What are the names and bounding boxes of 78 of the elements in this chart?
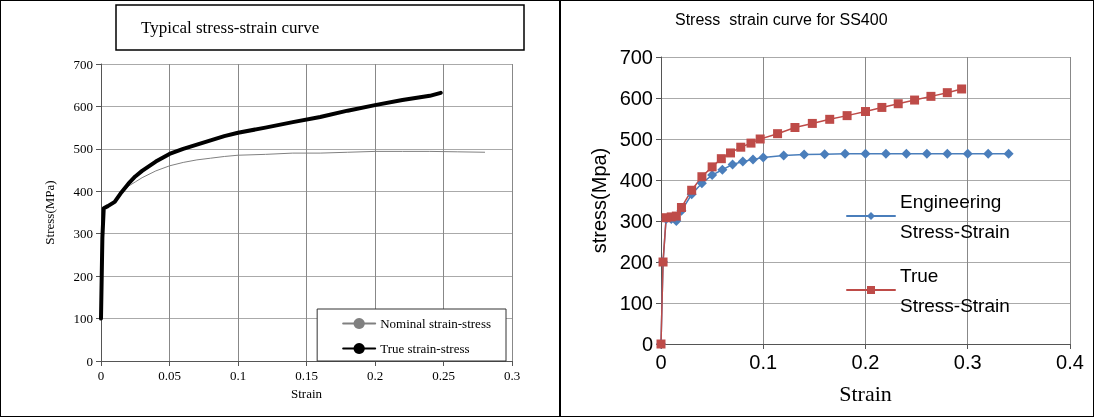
legend-label: True Stress-Strain bbox=[900, 264, 1010, 316]
chart-title: Stress strain curve for SS400 bbox=[675, 10, 888, 28]
point bbox=[697, 172, 707, 182]
point bbox=[707, 162, 717, 172]
point bbox=[860, 148, 871, 159]
y-tick-label: 700 bbox=[619, 46, 653, 68]
point bbox=[758, 152, 769, 163]
point bbox=[825, 114, 835, 124]
point bbox=[748, 154, 759, 165]
point bbox=[726, 148, 736, 158]
point bbox=[716, 154, 726, 164]
point bbox=[861, 107, 870, 117]
x-tick-label: 0.3 bbox=[953, 351, 982, 373]
point bbox=[921, 148, 932, 159]
point bbox=[717, 164, 728, 175]
x-tick-label: 0.3 bbox=[503, 368, 521, 383]
x-axis-title: Strain bbox=[290, 385, 323, 401]
point bbox=[942, 88, 952, 98]
point bbox=[737, 156, 748, 167]
point bbox=[877, 102, 887, 112]
y-tick-label: 400 bbox=[619, 169, 653, 191]
y-tick-label: 400 bbox=[73, 183, 93, 199]
y-tick-label: 100 bbox=[73, 311, 93, 327]
chart-title: Typical stress-strain curve bbox=[141, 18, 320, 37]
line-series bbox=[99, 90, 443, 321]
point bbox=[746, 138, 756, 148]
point bbox=[778, 150, 789, 161]
x-tick-label: 0.25 bbox=[432, 368, 455, 383]
y-tick-label: 600 bbox=[619, 87, 653, 109]
point bbox=[983, 148, 994, 159]
point bbox=[755, 134, 765, 144]
point bbox=[707, 170, 718, 181]
point bbox=[880, 148, 891, 159]
point bbox=[671, 211, 681, 221]
point bbox=[942, 148, 953, 159]
y-tick-label: 0 bbox=[641, 333, 653, 355]
y-tick-label: 500 bbox=[73, 141, 93, 157]
y-axis-title: Stress(MPa) bbox=[42, 180, 57, 245]
point bbox=[893, 99, 903, 109]
point bbox=[957, 84, 967, 94]
point bbox=[926, 91, 936, 101]
point bbox=[819, 149, 830, 160]
point bbox=[901, 148, 912, 159]
legend-label: Engineering Stress-Strain bbox=[900, 190, 1010, 242]
point bbox=[807, 118, 817, 128]
x-tick-label: 0 bbox=[97, 368, 105, 383]
point bbox=[676, 202, 686, 212]
x-tick-label: 0.2 bbox=[366, 368, 384, 383]
x-tick-label: 0 bbox=[655, 351, 667, 373]
x-tick-label: 0.4 bbox=[1056, 351, 1084, 373]
legend-label: Nominal strain-stress bbox=[380, 316, 491, 331]
y-tick-label: 200 bbox=[619, 251, 653, 273]
point bbox=[773, 129, 783, 139]
x-tick-label: 0.2 bbox=[851, 351, 880, 373]
x-tick-label: 0.1 bbox=[749, 351, 778, 373]
point bbox=[840, 148, 851, 159]
x-tick-label: 0.1 bbox=[229, 368, 247, 383]
y-tick-label: 300 bbox=[619, 210, 653, 232]
y-axis-title: stress(Mpa) bbox=[587, 147, 610, 254]
x-tick-label: 0.15 bbox=[295, 368, 318, 383]
point bbox=[736, 142, 746, 152]
y-tick-label: 100 bbox=[619, 292, 653, 314]
x-axis-title: Strain bbox=[839, 380, 892, 406]
legend-label: True strain-stress bbox=[380, 341, 470, 356]
y-tick-label: 300 bbox=[73, 226, 93, 242]
y-tick-label: 200 bbox=[73, 268, 93, 284]
point bbox=[799, 149, 810, 160]
point bbox=[910, 95, 920, 105]
y-tick-label: 700 bbox=[73, 56, 93, 72]
y-tick-label: 500 bbox=[619, 128, 653, 150]
point bbox=[687, 185, 697, 195]
point bbox=[1003, 148, 1014, 159]
y-tick-label: 600 bbox=[73, 98, 93, 114]
point bbox=[842, 111, 852, 121]
x-tick-label: 0.05 bbox=[158, 368, 181, 383]
point bbox=[790, 123, 800, 133]
point bbox=[727, 159, 738, 170]
point bbox=[962, 148, 973, 159]
